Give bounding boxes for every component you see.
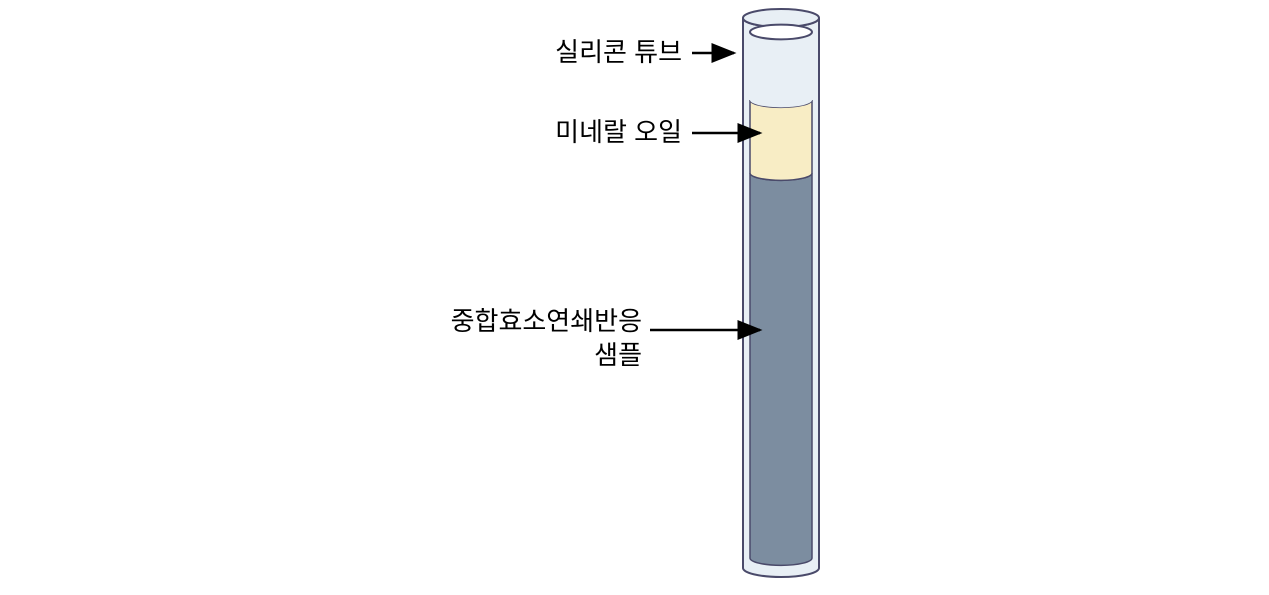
- label-pcr-sample-line1: 중합효소연쇄반응: [451, 306, 642, 336]
- label-mineral-oil-text: 미네랄 오일: [555, 117, 682, 147]
- tube-opening: [750, 25, 812, 40]
- label-mineral-oil: 미네랄 오일: [442, 112, 682, 149]
- label-silicone-tube: 실리콘 튜브: [442, 32, 682, 69]
- mineral-oil-layer: [750, 100, 812, 180]
- label-silicone-tube-text: 실리콘 튜브: [555, 37, 682, 67]
- tube-svg: [0, 0, 1269, 590]
- pcr-sample-layer: [750, 173, 812, 565]
- air-gap: [750, 32, 812, 107]
- label-pcr-sample: 중합효소연쇄반응 샘플: [427, 305, 642, 373]
- label-pcr-sample-line2: 샘플: [594, 340, 642, 370]
- tube-diagram: 실리콘 튜브 미네랄 오일 중합효소연쇄반응 샘플: [0, 0, 1269, 590]
- tube-contents: [750, 25, 812, 566]
